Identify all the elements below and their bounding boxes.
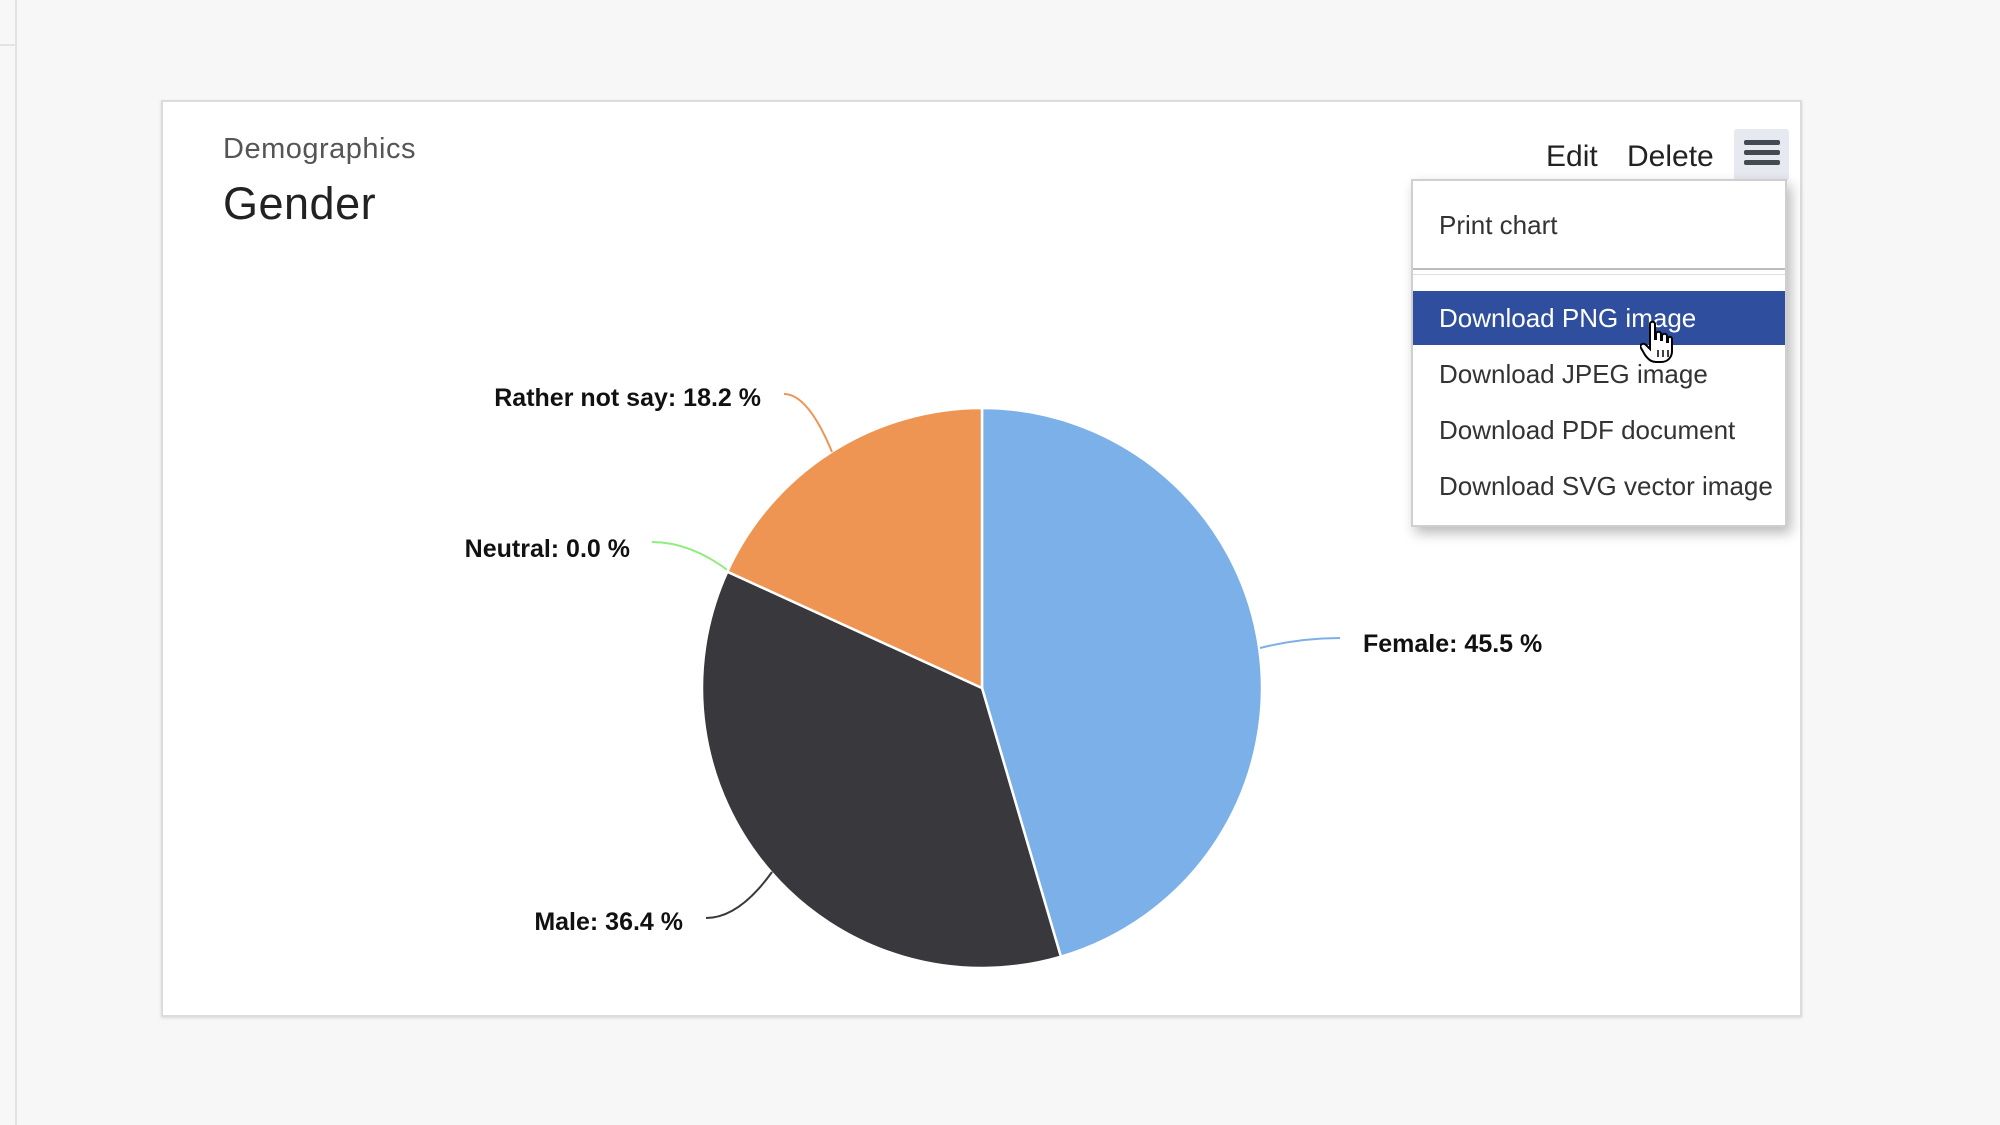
pie-slice-rather-not-say[interactable]: [725, 406, 984, 690]
menu-item-download-png[interactable]: Download PNG image: [1413, 291, 1785, 345]
connector-line: [1259, 637, 1341, 649]
connector-line: [783, 393, 833, 453]
data-label-rather-not-say: Rather not say: 18.2 %: [494, 384, 761, 412]
left-panel-edge: [0, 0, 17, 1125]
hamburger-icon: [1744, 140, 1780, 145]
data-label-neutral: Neutral: 0.0 %: [465, 535, 630, 563]
data-label-male: Male: 36.4 %: [534, 908, 683, 936]
menu-item-print-chart[interactable]: Print chart: [1439, 210, 1558, 240]
delete-button[interactable]: Delete: [1627, 140, 1714, 173]
menu-divider: [1413, 268, 1785, 270]
menu-item-download-jpeg[interactable]: Download JPEG image: [1439, 359, 1708, 389]
export-menu: Print chart Download PNG image Download …: [1411, 179, 1787, 527]
chart-title: Gender: [223, 178, 377, 229]
menu-item-download-pdf[interactable]: Download PDF document: [1439, 415, 1736, 445]
pie-slice-female[interactable]: [980, 406, 1264, 959]
data-label-female: Female: 45.5 %: [1363, 630, 1542, 658]
edit-button[interactable]: Edit: [1546, 140, 1598, 173]
menu-divider-shadow: [1413, 274, 1785, 275]
hand-cursor-icon: [1640, 320, 1673, 363]
connector-line: [651, 541, 731, 573]
chart-subtitle: Demographics: [223, 133, 416, 165]
menu-item-download-svg[interactable]: Download SVG vector image: [1439, 471, 1773, 501]
pie-slice-male[interactable]: [700, 570, 1063, 970]
connector-line: [705, 871, 773, 919]
hamburger-icon-bar: [1744, 160, 1780, 165]
chart-menu-button[interactable]: [1734, 129, 1789, 181]
hamburger-icon-bar: [1744, 150, 1780, 155]
left-panel-notch: [0, 0, 15, 46]
